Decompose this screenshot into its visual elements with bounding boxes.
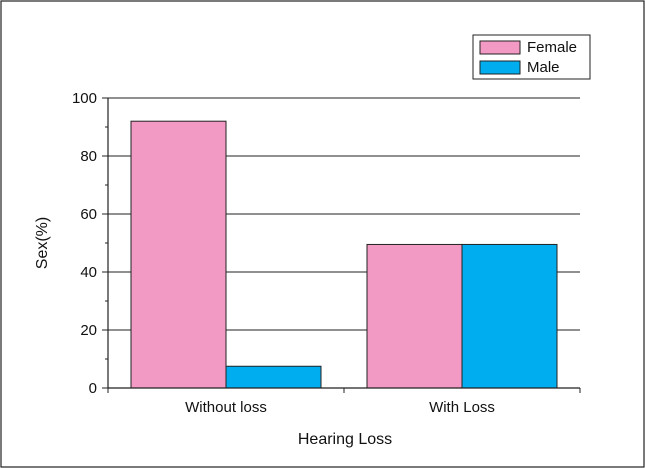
y-tick-label: 60 <box>80 206 97 223</box>
y-axis-title: Sex(%) <box>34 217 51 269</box>
legend: Female Male <box>472 34 591 80</box>
y-tick-label: 20 <box>80 322 97 339</box>
bar-male <box>225 365 322 389</box>
bar-male <box>461 243 558 389</box>
tick-labels: 0 20 40 60 80 100 Without loss With Loss <box>72 90 495 416</box>
axes <box>102 97 581 393</box>
legend-swatch-female <box>479 40 521 55</box>
y-tick-label: 80 <box>80 148 97 165</box>
y-tick-label: 40 <box>80 264 97 281</box>
bars <box>130 120 558 389</box>
x-tick-label: With Loss <box>429 399 495 416</box>
x-tick-label: Without loss <box>185 399 267 416</box>
y-tick-label: 100 <box>72 90 97 107</box>
y-tick-label: 0 <box>89 380 97 397</box>
x-axis-title: Hearing Loss <box>298 431 392 448</box>
bar-female <box>130 120 227 389</box>
legend-swatch-male <box>479 60 521 75</box>
bar-female <box>366 243 463 389</box>
legend-label-male: Male <box>527 59 560 76</box>
legend-label-female: Female <box>527 39 577 56</box>
